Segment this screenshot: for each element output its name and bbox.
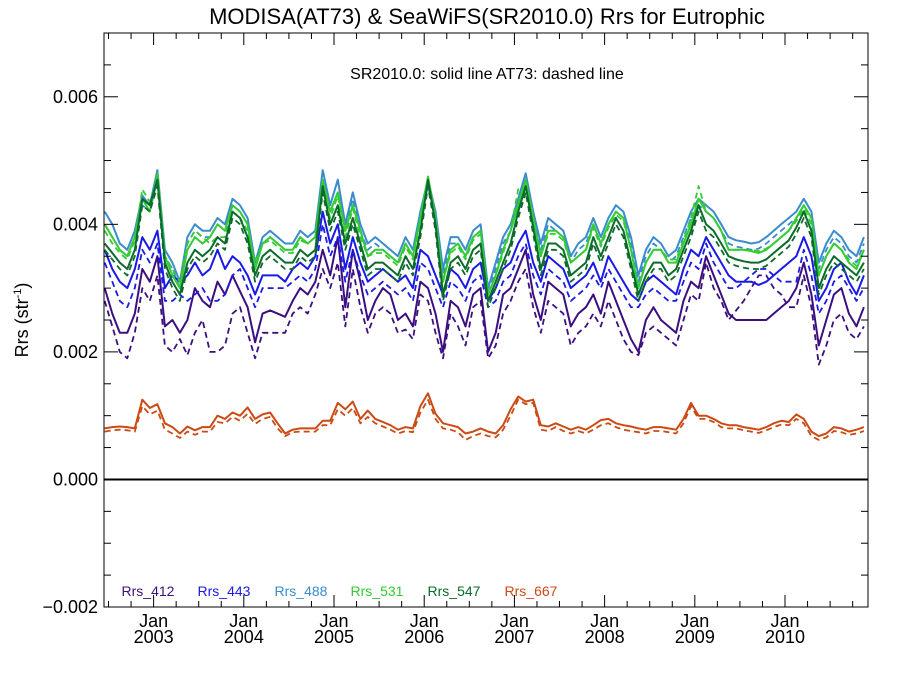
legend-item-rrs-547: Rrs_547 (428, 583, 481, 599)
x-tick-label-year: 2007 (494, 627, 534, 647)
y-axis-label-main: Rrs (str (12, 298, 32, 357)
x-tick-label-year: 2005 (314, 627, 354, 647)
x-tick-label-month: Jan (410, 611, 439, 631)
x-tick-label-month: Jan (319, 611, 348, 631)
chart-title: MODISA(AT73) & SeaWiFS(SR2010.0) Rrs for… (209, 4, 765, 29)
legend-item-rrs-443: Rrs_443 (198, 583, 251, 599)
x-tick-label-month: Jan (139, 611, 168, 631)
line-style-note: SR2010.0: solid line AT73: dashed line (350, 66, 624, 83)
y-axis: −0.002 0.000 0.002 0.004 0.006 (42, 32, 868, 617)
y-tick-label: −0.002 (42, 597, 98, 617)
y-tick-label: 0.002 (53, 342, 98, 362)
series-rrs-667-solid-line (104, 392, 865, 438)
series-rrs-412-dashed-line (104, 261, 865, 366)
legend-item-rrs-488: Rrs_488 (275, 583, 328, 599)
x-tick-label-month: Jan (229, 611, 258, 631)
x-tick-label-year: 2010 (765, 627, 805, 647)
y-tick-label: 0.004 (53, 214, 98, 234)
y-tick-label: 0.006 (53, 87, 98, 107)
x-tick-label-month: Jan (770, 611, 799, 631)
x-tick-label-year: 2009 (675, 627, 715, 647)
legend-item-rrs-531: Rrs_531 (351, 583, 404, 599)
x-tick-label-year: 2004 (224, 627, 264, 647)
series-rrs-547-solid-line (104, 178, 865, 302)
series-rrs-547-dashed-line (104, 185, 865, 309)
series-rrs-443-dashed-line (104, 223, 865, 315)
y-axis-label-superscript: -1 (12, 289, 24, 299)
series-rrs-531-solid-line (104, 172, 865, 296)
x-tick-label-year: 2008 (585, 627, 625, 647)
x-tick-label-month: Jan (680, 611, 709, 631)
y-axis-label-close: ) (12, 283, 32, 289)
y-axis-label: Rrs (str-1) (12, 283, 32, 358)
legend-item-rrs-667: Rrs_667 (505, 583, 558, 599)
x-axis: Jan2003Jan2004Jan2005Jan2006Jan2007Jan20… (108, 33, 854, 647)
series-rrs-667-dashed-line (104, 398, 865, 441)
series-rrs-443-solid-line (104, 210, 865, 302)
x-tick-label-year: 2006 (404, 627, 444, 647)
y-tick-label: 0.000 (53, 469, 98, 489)
x-tick-label-year: 2003 (134, 627, 174, 647)
legend-item-rrs-412: Rrs_412 (122, 583, 175, 599)
legend: Rrs_412 Rrs_443 Rrs_488 Rrs_531 Rrs_547 Rrs_6… (122, 583, 558, 599)
x-tick-label-month: Jan (500, 611, 529, 631)
series-layer (104, 169, 865, 441)
x-tick-label-month: Jan (590, 611, 619, 631)
